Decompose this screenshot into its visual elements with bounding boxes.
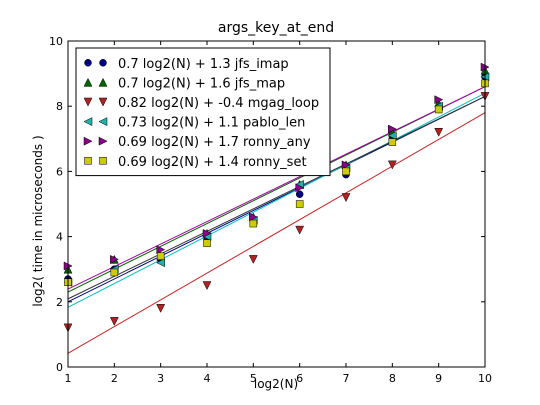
legend-marker [98, 136, 108, 146]
data-point [110, 255, 119, 264]
legend-marker [84, 59, 92, 67]
data-point [295, 190, 304, 198]
legend-label: 0.69 log2(N) + 1.4 ronny_set [118, 155, 307, 170]
y-axis-label: log2( time in microseconds ) [31, 135, 45, 306]
x-tick-label: 4 [204, 372, 211, 385]
data-point [434, 105, 443, 114]
legend-label: 0.73 log2(N) + 1.1 pablo_len [118, 116, 305, 131]
x-tick-label: 9 [435, 372, 442, 385]
x-tick-label: 10 [478, 372, 492, 385]
x-tick-label: 1 [65, 372, 72, 385]
legend-marker [98, 97, 108, 107]
plot-frame [67, 40, 486, 368]
x-tick-label: 2 [111, 372, 118, 385]
y-tick-label: 2 [56, 296, 63, 309]
data-point [202, 281, 212, 291]
legend-label: 0.69 log2(N) + 1.7 ronny_any [118, 135, 311, 150]
data-point [249, 219, 258, 228]
data-point [295, 200, 304, 208]
legend-marker [98, 117, 108, 127]
series-fit-line [67, 112, 486, 354]
data-point [156, 252, 165, 260]
data-point [248, 255, 258, 264]
data-point [156, 258, 165, 268]
y-tick-label: 8 [56, 100, 63, 113]
axis-ticks: 1 2 3 4 5 6 7 8 9 10 0 2 4 6 8 10 [49, 35, 492, 385]
x-tick-label: 7 [343, 372, 350, 385]
legend: 0.7 log2(N) + 1.3 jfs_imap 0.7 log2(N) + … [75, 47, 331, 177]
data-point [434, 95, 444, 105]
x-tick-label: 8 [389, 372, 396, 385]
series-fit-line [67, 92, 486, 308]
x-tick-label: 6 [296, 372, 303, 385]
x-axis-label: log2(N) [254, 377, 298, 391]
data-point [341, 160, 351, 170]
fit-lines [67, 86, 486, 354]
y-tick-label: 4 [56, 231, 63, 244]
y-tick-label: 10 [49, 35, 63, 48]
legend-marker [83, 117, 93, 127]
legend-marker [99, 157, 107, 165]
data-point [109, 317, 119, 326]
legend-box [75, 47, 331, 177]
data-point [342, 167, 350, 176]
data-point [434, 128, 444, 137]
series-fit-line [67, 86, 486, 290]
legend-marker [83, 97, 93, 107]
data-point [110, 268, 119, 277]
data-point [156, 245, 166, 255]
data-point [156, 304, 166, 313]
data-point [295, 225, 305, 235]
data-point [295, 183, 305, 193]
series-fit-line [67, 95, 486, 300]
legend-label: 0.7 log2(N) + 1.6 jfs_map [118, 76, 285, 91]
data-point [202, 228, 212, 238]
legend-marker [84, 157, 92, 165]
legend-label: 0.7 log2(N) + 1.3 jfs_imap [118, 57, 289, 72]
x-tick-label: 3 [157, 372, 164, 385]
legend-marker [98, 77, 108, 87]
legend-label: 0.82 log2(N) + -0.4 mgag_loop [118, 96, 319, 111]
chart-title: args_key_at_end [218, 20, 334, 36]
data-point [388, 138, 397, 146]
data-point [388, 124, 397, 134]
y-tick-label: 0 [56, 361, 63, 374]
data-point [387, 160, 397, 170]
data-point [249, 212, 258, 222]
x-tick-label: 5 [250, 372, 257, 385]
data-point [387, 131, 397, 140]
legend-marker [83, 77, 93, 87]
legend-marker [83, 136, 93, 146]
data-point [203, 239, 211, 247]
y-tick-label: 6 [56, 165, 63, 178]
legend-marker [99, 59, 107, 67]
data-point [341, 193, 351, 203]
